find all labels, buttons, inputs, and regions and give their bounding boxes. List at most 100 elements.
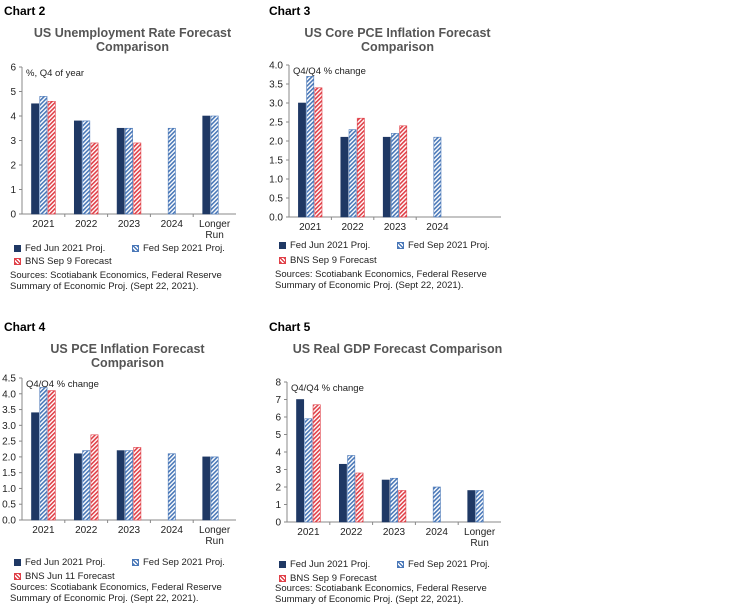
- bar-bns-2022: [356, 117, 365, 218]
- chart-2-label: Chart 2: [4, 4, 46, 18]
- y-tick-label: 3.5: [2, 405, 16, 416]
- bar-fed-sep-2023: [391, 133, 399, 218]
- y-tick-label: 2.0: [269, 137, 283, 148]
- y-tick-label: 1.5: [2, 468, 16, 479]
- y-tick-label: 0.0: [2, 516, 16, 527]
- unit-label: %, Q4 of year: [26, 68, 84, 79]
- bar-fed-jun-2023: [116, 127, 125, 215]
- legend-swatch: [14, 245, 21, 252]
- y-tick-label: 0.5: [269, 194, 283, 205]
- legend-item-bns: BNS Jun 11 Forecast: [14, 571, 115, 582]
- bar-fed-sep-2023: [125, 127, 133, 215]
- bar-bns-2021: [314, 87, 323, 218]
- y-tick-label: 2.0: [2, 452, 16, 463]
- bar-fed-jun-2022: [340, 136, 349, 218]
- y-tick-label: 3: [275, 465, 281, 476]
- y-tick-label: 4.0: [2, 389, 16, 400]
- y-tick-label: 3.0: [269, 99, 283, 110]
- chart-3-plot: Q4/Q4 % change 0.0 0.5 1.0 1.5 2.0 2.5 3.0 3.5 4.…: [269, 61, 501, 233]
- bar-fed-sep-2024: [167, 127, 176, 215]
- legend-item-fed-sep: Fed Sep 2021 Proj.: [397, 559, 490, 570]
- x-tick-label: 2024: [161, 219, 184, 230]
- legend-item-fed-sep: Fed Sep 2021 Proj.: [132, 243, 225, 254]
- y-tick-label: 1.0: [2, 484, 16, 495]
- x-tick-label: 2022: [75, 219, 98, 230]
- legend-item-fed-jun: Fed Jun 2021 Proj.: [279, 240, 370, 251]
- legend-label: BNS Jun 11 Forecast: [25, 571, 115, 582]
- bar-fed-jun-longer-run: [467, 490, 476, 523]
- bar-fed-jun-2023: [382, 136, 391, 218]
- y-tick-label: 7: [275, 395, 281, 406]
- bar-fed-jun-2022: [73, 120, 82, 215]
- x-tick-label: 2023: [118, 219, 141, 230]
- unit-label: Q4/Q4 % change: [291, 383, 364, 394]
- chart-5-label: Chart 5: [269, 320, 311, 334]
- bar-fed-jun-2023: [381, 479, 390, 523]
- bar-fed-sep-2022: [347, 455, 356, 523]
- x-tick-label: 2021: [32, 219, 55, 230]
- x-tick-label: 2022: [341, 222, 364, 233]
- x-tick-label: 2021: [297, 527, 320, 538]
- chart-3-legend: Fed Jun 2021 Proj. Fed Sep 2021 Proj. BN…: [279, 240, 524, 268]
- bar-bns-2021: [47, 390, 56, 521]
- chart-4-legend: Fed Jun 2021 Proj. Fed Sep 2021 Proj. BN…: [14, 557, 259, 585]
- legend-swatch: [397, 561, 404, 568]
- x-tick-label: 2024: [426, 222, 449, 233]
- x-tick-label: 2023: [384, 222, 407, 233]
- y-tick-label: 2.5: [2, 437, 16, 448]
- chart-3-sources: Sources: Scotiabank Economics, Federal R…: [275, 269, 487, 291]
- y-tick-label: 1.0: [269, 175, 283, 186]
- y-tick-label: 1: [10, 185, 16, 196]
- legend-label: Fed Jun 2021 Proj.: [290, 559, 371, 570]
- bar-fed-jun-2021: [296, 399, 305, 523]
- y-tick-label: 6: [10, 63, 16, 74]
- y-tick-label: 5: [275, 430, 281, 441]
- y-tick-label: 3: [10, 136, 16, 147]
- chart-5-panel: Chart 5 US Real GDP Forecast Comparison …: [265, 320, 525, 607]
- x-tick-label: 2024: [426, 527, 449, 538]
- chart-2-plot: %, Q4 of year 0 1 2 3 4 5 6 2021 2022 2023 2024 Long…: [10, 63, 236, 241]
- legend-swatch: [279, 561, 286, 568]
- bar-bns-2023: [133, 447, 142, 521]
- legend-swatch: [14, 258, 21, 265]
- chart-2-title: US Unemployment Rate Forecast Comparison: [33, 26, 232, 54]
- bar-bns-2023: [398, 490, 407, 523]
- chart-2-panel: Chart 2 US Unemployment Rate Forecast Co…: [0, 4, 260, 299]
- chart-5-legend: Fed Jun 2021 Proj. Fed Sep 2021 Proj. BN…: [279, 559, 524, 587]
- chart-3-label: Chart 3: [269, 4, 311, 18]
- chart-5-plot: Q4/Q4 % change 0 1 2 3 4 5 6 7 8 2021 2022 2023 2024 L…: [275, 378, 501, 549]
- legend-label: Fed Sep 2021 Proj.: [143, 557, 225, 568]
- legend-label: BNS Sep 9 Forecast: [290, 573, 377, 584]
- bar-fed-sep-2021: [39, 96, 48, 215]
- x-tick-label: 2022: [340, 527, 363, 538]
- legend-swatch: [14, 573, 21, 580]
- legend-item-fed-jun: Fed Jun 2021 Proj.: [14, 557, 105, 568]
- chart-4-panel: Chart 4 US PCE Inflation Forecast Compar…: [0, 320, 260, 607]
- chart-3-title: US Core PCE Inflation Forecast Compariso…: [304, 26, 491, 54]
- y-tick-label: 6: [275, 413, 281, 424]
- y-tick-label: 2: [10, 161, 16, 172]
- legend-swatch: [132, 245, 139, 252]
- x-tick-label: 2023: [383, 527, 406, 538]
- y-tick-label: 0: [275, 518, 281, 529]
- y-tick-label: 1: [275, 500, 281, 511]
- bar-fed-sep-2022: [82, 120, 91, 215]
- legend-swatch: [397, 242, 404, 249]
- bar-fed-jun-longer-run: [202, 456, 211, 521]
- bar-fed-jun-2021: [31, 412, 40, 521]
- bar-fed-sep-2024: [433, 136, 442, 218]
- legend-swatch: [279, 257, 286, 264]
- bar-fed-sep-2024: [432, 486, 441, 523]
- legend-label: Fed Jun 2021 Proj.: [25, 557, 106, 568]
- bar-bns-2021: [47, 100, 56, 215]
- bar-bns-2022: [90, 142, 99, 215]
- legend-label: Fed Sep 2021 Proj.: [408, 240, 490, 251]
- bar-fed-sep-2023: [390, 477, 398, 523]
- unit-label: Q4/Q4 % change: [26, 379, 99, 390]
- x-tick-label: 2021: [32, 525, 55, 536]
- bar-bns-2023: [133, 142, 142, 215]
- x-tick-label: 2023: [118, 525, 141, 536]
- bar-bns-2021: [312, 404, 321, 523]
- bar-fed-jun-longer-run: [202, 115, 211, 215]
- bar-fed-sep-longer-run: [210, 115, 219, 215]
